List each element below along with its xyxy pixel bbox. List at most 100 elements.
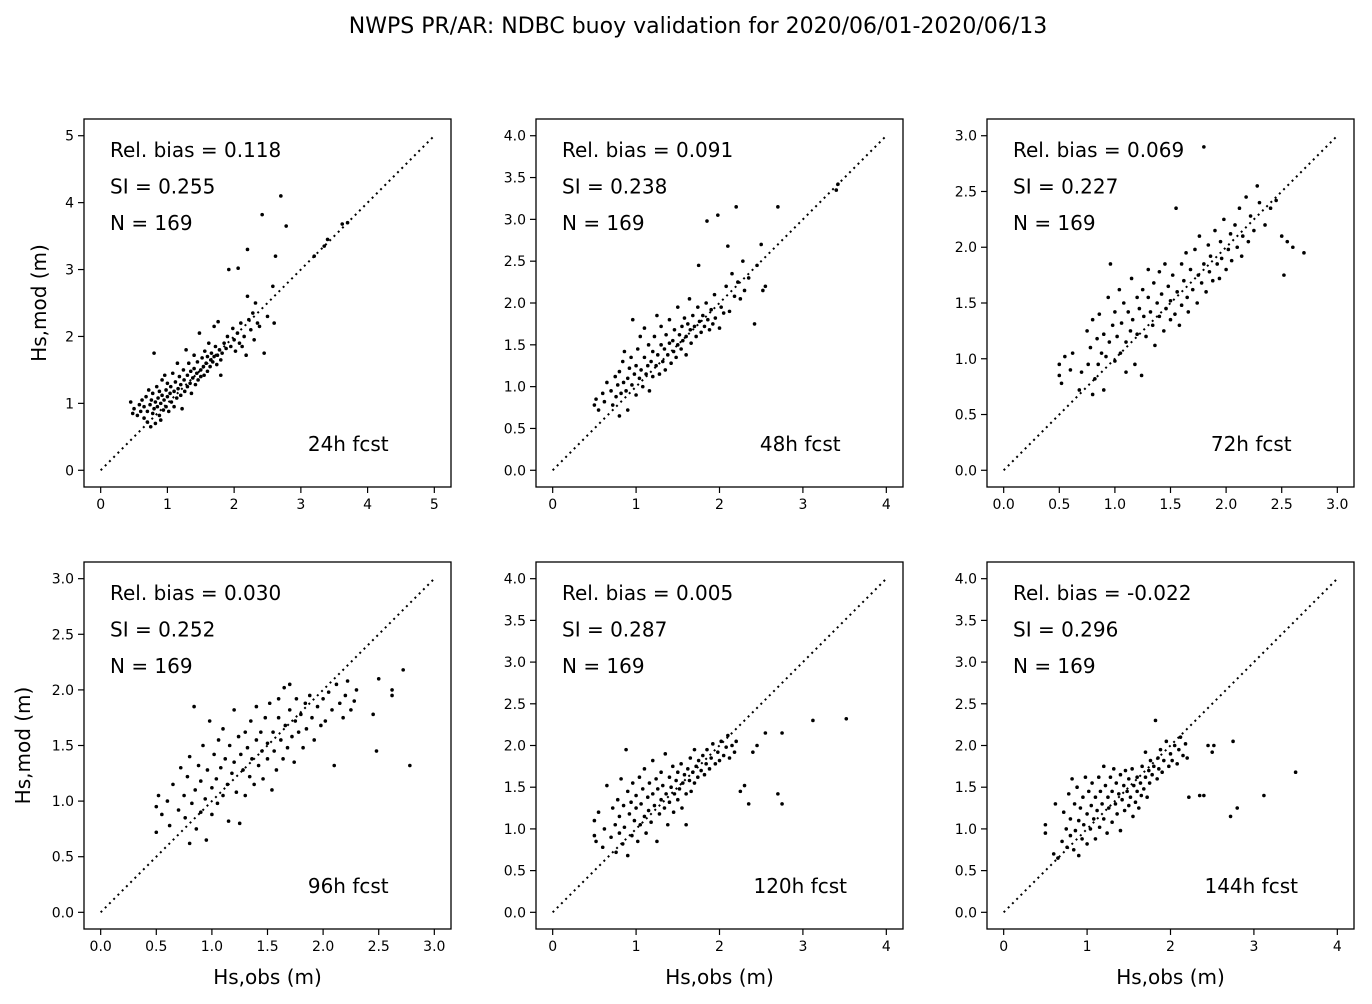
x-tick-label: 4 (1333, 939, 1342, 955)
x-tick-label: 5 (430, 497, 439, 513)
data-point (1181, 753, 1185, 758)
data-point (1195, 301, 1199, 305)
data-point (682, 316, 687, 320)
one-to-one-line (1002, 134, 1339, 471)
data-point (243, 730, 248, 734)
data-point (245, 247, 250, 252)
x-tick-label: 1.5 (256, 939, 278, 955)
data-point (619, 777, 623, 781)
data-point (156, 793, 161, 798)
data-point (1096, 775, 1101, 779)
data-point (638, 822, 643, 827)
y-tick-label: 2.0 (52, 683, 74, 699)
data-point (594, 839, 598, 844)
data-point (128, 400, 133, 404)
data-point (150, 411, 155, 416)
data-point (721, 311, 726, 315)
x-tick-label: 3.0 (423, 939, 445, 955)
data-point (665, 353, 670, 357)
data-point (1212, 743, 1216, 748)
data-point (145, 420, 150, 424)
data-point (734, 205, 738, 209)
data-point (187, 754, 192, 759)
data-point (1199, 281, 1204, 285)
data-point (1202, 145, 1206, 149)
data-point (1131, 814, 1135, 819)
data-point (637, 775, 642, 779)
data-point (1103, 783, 1108, 788)
data-point (166, 409, 171, 414)
y-tick-label: 3.0 (504, 655, 526, 671)
data-point (178, 765, 183, 770)
forecast-label: 24h fcst (308, 432, 389, 456)
data-point (613, 822, 618, 827)
data-point (776, 792, 780, 796)
y-tick-label: 3.0 (504, 212, 526, 228)
data-point (1091, 817, 1096, 821)
data-point (187, 841, 192, 846)
y-tick-label: 1.0 (504, 380, 526, 396)
y-tick-label: 1.0 (504, 822, 526, 838)
data-point (1207, 269, 1212, 274)
data-point (659, 770, 663, 774)
data-point (153, 400, 158, 404)
data-point (634, 793, 638, 798)
data-point (230, 771, 234, 776)
data-point (259, 730, 263, 734)
data-point (225, 334, 230, 339)
panels-container: 0 1 2 3 4 5 0 1 2 3 4 5 Rel. bias = 0.118 SI = 0.255 N… (11, 118, 1355, 989)
data-point (1072, 802, 1077, 806)
data-point (711, 742, 715, 746)
data-point (177, 374, 182, 379)
data-point (145, 409, 150, 414)
x-tick-label: 3 (798, 939, 807, 955)
rel-bias-label: Rel. bias = 0.118 (110, 138, 281, 162)
data-point (645, 363, 650, 368)
data-point (689, 341, 693, 345)
data-point (615, 383, 620, 387)
forecast-label: 72h fcst (1211, 432, 1292, 456)
data-point (182, 793, 186, 798)
data-point (261, 777, 265, 781)
data-point (138, 409, 143, 414)
data-point (1126, 310, 1131, 314)
data-point (692, 747, 697, 752)
data-point (1140, 287, 1145, 292)
data-point (176, 808, 181, 812)
x-tick-label: 0.0 (993, 497, 1015, 513)
data-point (674, 778, 678, 783)
data-point (679, 762, 683, 766)
data-point (670, 764, 675, 769)
data-point (1167, 764, 1171, 769)
x-tick-label: 0.5 (1048, 497, 1070, 513)
data-point (210, 360, 215, 364)
data-points (1057, 145, 1306, 397)
data-point (274, 768, 279, 772)
data-point (222, 341, 226, 345)
data-point (204, 838, 209, 842)
data-point (152, 351, 156, 355)
data-point (1100, 802, 1104, 806)
data-point (655, 787, 660, 791)
data-point (272, 749, 276, 753)
data-point (647, 389, 652, 393)
data-point (1158, 747, 1163, 752)
data-point (1155, 777, 1159, 781)
data-point (232, 708, 236, 712)
data-point (1144, 334, 1148, 339)
y-tick-label: 3.5 (955, 613, 977, 629)
data-point (198, 374, 203, 379)
data-point (645, 795, 650, 800)
data-point (634, 393, 638, 397)
data-point (592, 403, 597, 407)
y-tick-label: 1.5 (504, 338, 526, 354)
data-point (716, 750, 720, 754)
data-point (271, 730, 275, 734)
data-point (1093, 377, 1097, 381)
data-point (212, 354, 216, 359)
data-point (1101, 332, 1106, 337)
data-point (1078, 806, 1083, 810)
x-tick-label: 2.5 (368, 939, 390, 955)
y-tick-label: 1.0 (955, 352, 977, 368)
data-point (621, 803, 626, 808)
